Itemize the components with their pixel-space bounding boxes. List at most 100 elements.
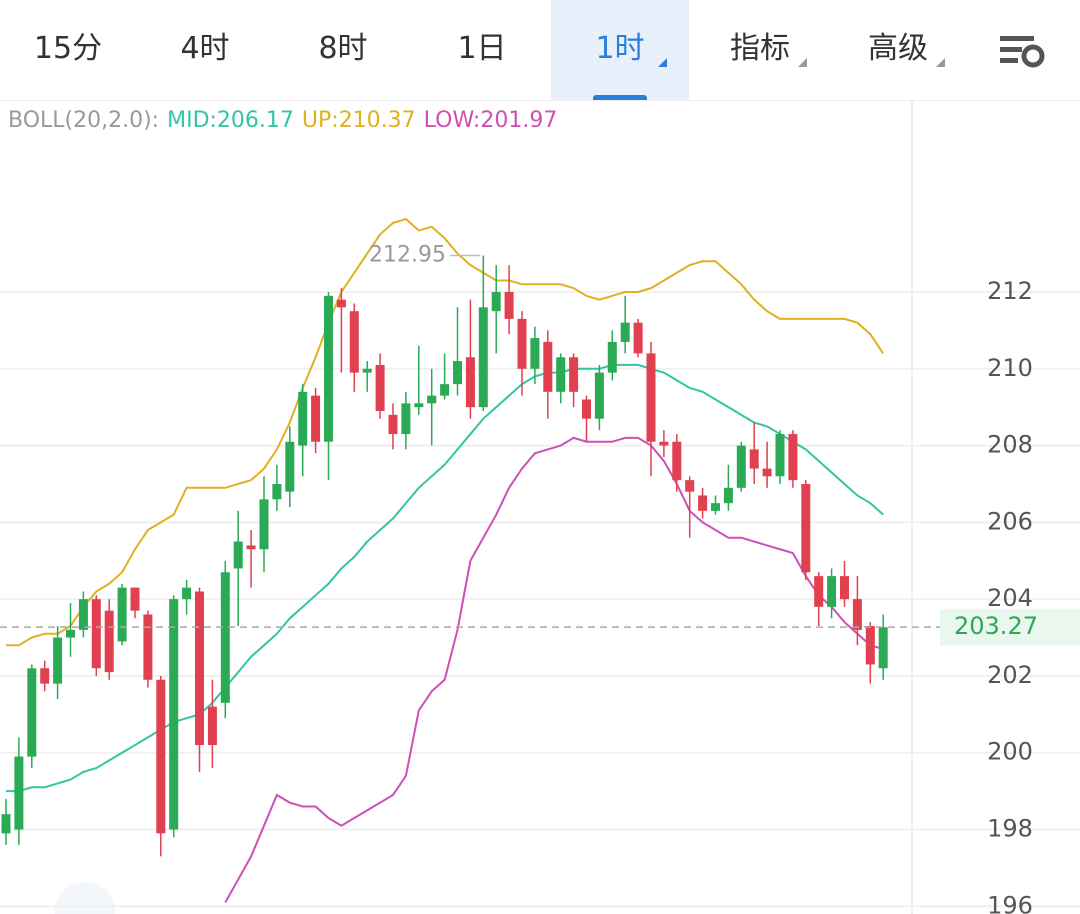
candle-body [40, 668, 50, 684]
candle-body [582, 399, 591, 419]
candle-body [233, 541, 243, 569]
dropdown-arrow [936, 58, 945, 67]
candle-body [672, 441, 682, 481]
candle-body [465, 357, 475, 408]
candle-body [156, 679, 166, 834]
y-tick-label: 206 [987, 507, 1033, 535]
candle-body [698, 495, 708, 511]
candle-body [78, 599, 88, 630]
boll-line [224, 436, 884, 903]
candle-body [401, 403, 411, 435]
candle-body [453, 361, 462, 385]
tab[interactable]: 1时 [551, 0, 689, 100]
candle-body [285, 441, 295, 492]
candle-body [594, 372, 604, 419]
candle-body [182, 587, 192, 600]
candle-body [749, 449, 759, 469]
active-indicator [593, 95, 647, 100]
candle-body [736, 445, 746, 488]
candle-body [169, 599, 179, 830]
candle-body [827, 576, 837, 607]
tab[interactable]: 15分 [0, 0, 137, 100]
candle-body [14, 756, 24, 830]
candle-body [762, 468, 772, 477]
candle-body [298, 391, 308, 446]
boll-line [6, 217, 885, 647]
candle-body [427, 395, 437, 404]
candle-body [220, 572, 230, 703]
tab-bar: 15分 4时 8时 1日 1时 指标 高级 [0, 0, 1080, 101]
candle-body [117, 587, 127, 642]
candle-body [775, 434, 785, 477]
candle-body [311, 395, 321, 442]
candle-body [491, 291, 501, 312]
candle-body [530, 338, 540, 369]
y-tick-label: 210 [987, 354, 1033, 382]
candle-body [865, 626, 875, 665]
candle-body [607, 341, 617, 373]
max-label: 212.95 [369, 243, 446, 268]
candle-body [646, 353, 656, 442]
candle-body [517, 318, 527, 369]
candle-body [375, 364, 385, 412]
boll-line [6, 363, 884, 793]
candle-body [504, 291, 514, 319]
y-tick-label: 202 [987, 661, 1033, 689]
candle-body [543, 341, 553, 392]
candle-body [336, 299, 346, 308]
candle-body [27, 668, 37, 757]
y-tick-label: 200 [987, 738, 1033, 766]
tab[interactable]: 高级 [829, 0, 967, 100]
tab[interactable]: 4时 [136, 0, 274, 100]
tab[interactable]: 指标 [691, 0, 829, 100]
tab-label: 4时 [180, 31, 230, 66]
tab-label: 8时 [318, 31, 368, 66]
candle-body [362, 368, 372, 373]
candle-body [556, 357, 566, 392]
candle-body [633, 322, 643, 354]
tab-label: 高级 [868, 31, 928, 66]
candle-body [852, 599, 862, 630]
y-tick-label: 198 [987, 815, 1033, 843]
candle-body [478, 307, 488, 408]
tab[interactable]: 8时 [274, 0, 412, 100]
candle-body [324, 295, 333, 442]
candle-body [840, 576, 849, 600]
candle-body [440, 384, 450, 396]
tab[interactable]: 1日 [413, 0, 551, 100]
indicator-legend: BOLL(20,2.0): MID:206.17 UP:210.37 LOW:201.… [8, 108, 557, 133]
candle-body [207, 706, 217, 746]
candle-body [723, 487, 733, 504]
candle-body [53, 637, 63, 684]
dropdown-arrow [658, 58, 667, 67]
candle-body [91, 599, 101, 669]
last-price-label: 203.27 [954, 612, 1038, 640]
float-button[interactable] [55, 882, 115, 914]
y-tick-label: 196 [987, 891, 1033, 914]
candle-body [620, 322, 630, 342]
y-tick-label: 208 [987, 431, 1033, 459]
candle-body [66, 629, 75, 638]
candle-body [878, 627, 888, 669]
dropdown-arrow [798, 58, 807, 67]
legend-item: LOW:201.97 [424, 108, 558, 133]
candle-body [659, 441, 669, 446]
candle-body [130, 587, 140, 611]
last-price-bg [940, 609, 1080, 646]
y-tick-label: 212 [987, 277, 1033, 305]
y-tick-label: 204 [987, 584, 1033, 612]
tab-label: 指标 [730, 31, 790, 66]
legend-item: UP:210.37 [302, 108, 416, 133]
candle-body [143, 614, 153, 680]
candle-body [801, 483, 811, 573]
candle-body [414, 403, 424, 408]
tab-label: 1时 [595, 31, 645, 66]
tab-label: 15分 [33, 31, 103, 66]
settings-icon[interactable] [1000, 36, 1045, 68]
legend-item: BOLL(20,2.0): [8, 108, 159, 133]
candle-body [569, 357, 579, 392]
candle-body [104, 610, 114, 673]
candle-body [388, 414, 398, 435]
